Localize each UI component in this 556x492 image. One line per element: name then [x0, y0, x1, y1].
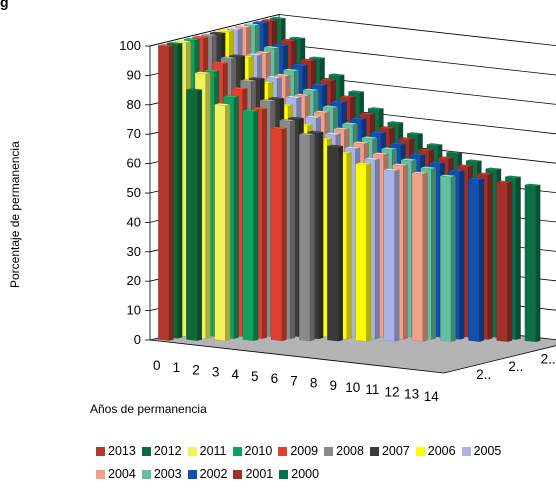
bar-2013-0	[158, 44, 174, 341]
legend-swatch	[187, 447, 197, 456]
legend-item-2010: 2010	[232, 444, 273, 458]
y-tick-label: 50	[127, 185, 141, 200]
bar-2000-13	[524, 183, 541, 343]
y-tick-label: 20	[127, 273, 141, 288]
x-tick-label: 1	[173, 360, 181, 375]
x-tick-label: 12	[385, 384, 400, 399]
bar-2005-8	[383, 168, 400, 342]
y-tick-label: 80	[127, 97, 141, 112]
depth-tick-label: 2..	[541, 351, 556, 366]
legend-label: 2000	[291, 467, 320, 481]
legend-label: 2007	[381, 444, 410, 458]
y-tick-label: 30	[127, 244, 141, 259]
x-tick-label: 7	[290, 373, 298, 388]
legend-swatch	[369, 447, 379, 456]
legend-swatch	[461, 447, 471, 456]
x-tick-label: 4	[231, 367, 239, 382]
bar-2007-6	[327, 144, 344, 342]
x-tick-label: 0	[153, 358, 161, 373]
legend-swatch	[415, 447, 425, 456]
legend-label: 2002	[199, 467, 228, 481]
bar-2001-12	[496, 180, 513, 342]
y-tick-label: 0	[134, 332, 141, 347]
legend-swatch	[233, 470, 243, 479]
legend-label: 2003	[153, 467, 182, 481]
chart-title: g	[0, 0, 9, 10]
x-tick-label: 8	[310, 376, 318, 391]
x-tick-label: 6	[271, 371, 279, 386]
legend-label: 2010	[244, 444, 273, 458]
legend-swatch	[232, 447, 242, 456]
legend-swatch	[96, 470, 105, 479]
legend-item-2006: 2006	[415, 444, 456, 458]
bar-2011-2	[214, 103, 231, 341]
bar-2010-3	[242, 109, 259, 342]
depth-tick-label: 2..	[508, 359, 523, 374]
x-tick-label: 11	[365, 382, 379, 397]
bar-2003-10	[440, 174, 456, 342]
legend-item-2005: 2005	[461, 444, 502, 458]
legend-item-2003: 2003	[141, 467, 182, 481]
y-tick-label: 10	[127, 303, 141, 318]
bar-2006-7	[355, 162, 372, 342]
depth-tick-label: 2..	[476, 367, 491, 382]
legend-swatch	[279, 470, 289, 479]
legend-label: 2006	[427, 444, 456, 458]
x-tick-label: 5	[251, 369, 259, 384]
legend-item-2008: 2008	[324, 444, 364, 458]
legend-swatch	[141, 470, 151, 479]
chart-bars	[158, 16, 541, 343]
legend-label: 2012	[153, 444, 182, 458]
legend-label: 2013	[108, 444, 136, 458]
legend: 2013 2012 2011 2010 2009 2008 2007 2006 2005 2004…	[96, 444, 536, 490]
x-tick-label: 13	[404, 387, 419, 402]
y-tick-label: 100	[119, 38, 141, 53]
y-tick-label: 90	[127, 67, 141, 82]
x-tick-label: 2	[192, 362, 200, 377]
legend-label: 2005	[473, 444, 502, 458]
legend-swatch	[187, 470, 197, 479]
bar-2008-5	[299, 132, 315, 342]
legend-swatch	[141, 447, 151, 456]
legend-label: 2009	[290, 444, 319, 458]
legend-label: 2001	[245, 467, 274, 481]
x-tick-label: 10	[345, 380, 360, 395]
y-tick-label: 60	[127, 156, 141, 171]
legend-swatch	[278, 447, 288, 456]
gridline	[149, 14, 556, 47]
legend-item-2009: 2009	[278, 444, 318, 458]
x-tick-label: 3	[212, 365, 220, 380]
bar-2012-1	[186, 88, 203, 341]
legend-item-2007: 2007	[369, 444, 410, 458]
x-tick-label: 14	[424, 389, 440, 404]
x-axis-label: Años de permanencia	[90, 402, 207, 416]
legend-item-2002: 2002	[187, 467, 228, 481]
legend-item-2011: 2011	[187, 444, 227, 458]
bar-2004-9	[411, 171, 428, 342]
y-axis-label: Porcentaje de permanencia	[8, 141, 22, 288]
y-tick-label: 70	[127, 126, 141, 141]
legend-swatch	[96, 447, 105, 456]
legend-item-2001: 2001	[233, 467, 273, 481]
legend-item-2012: 2012	[141, 444, 182, 458]
legend-item-2000: 2000	[279, 467, 319, 481]
bar-2009-4	[270, 126, 287, 342]
legend-item-2013: 2013	[96, 444, 136, 458]
legend-swatch	[324, 447, 334, 456]
legend-label: 2011	[199, 444, 227, 458]
legend-item-2004: 2004	[96, 467, 136, 481]
legend-label: 2004	[108, 467, 136, 481]
bar-2002-11	[468, 177, 485, 342]
y-tick-label: 40	[127, 214, 141, 229]
x-tick-label: 9	[329, 378, 337, 393]
legend-label: 2008	[336, 444, 364, 458]
